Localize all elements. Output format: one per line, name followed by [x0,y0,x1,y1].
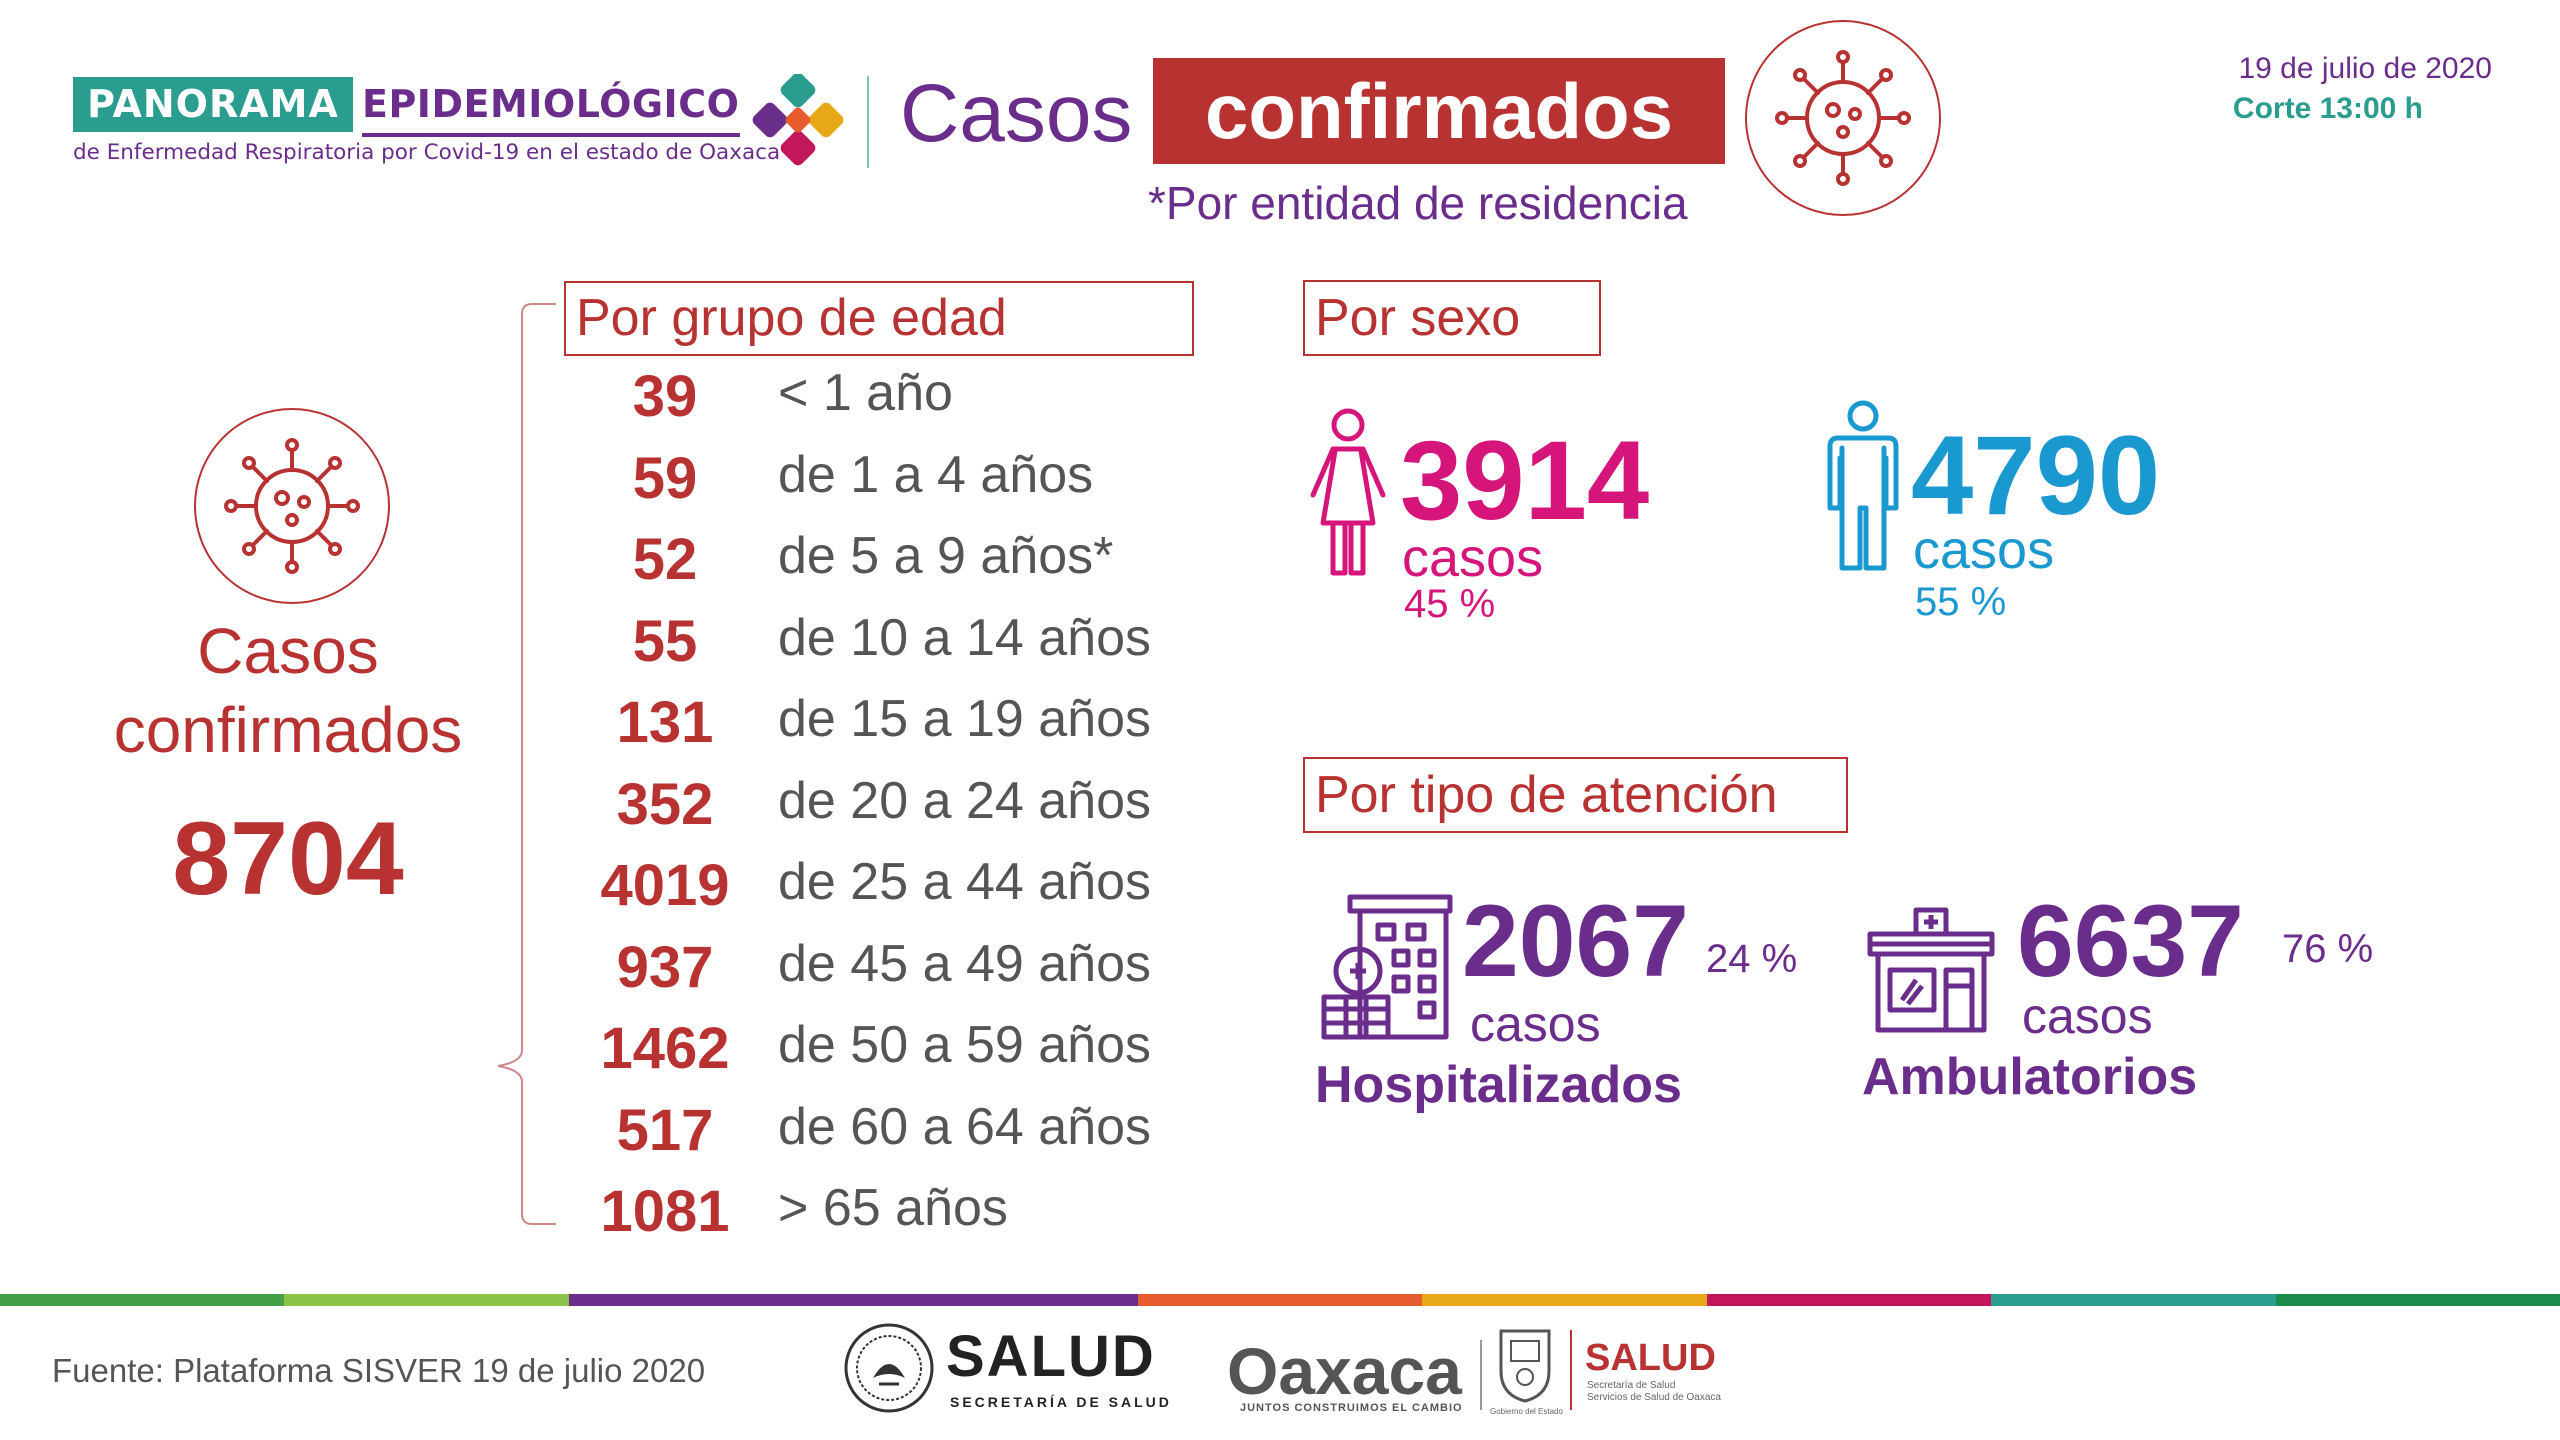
stripe-segment [1991,1294,2276,1306]
age-row: 937 de 45 a 49 años [590,933,1230,1003]
stripe-segment [853,1294,1138,1306]
age-row: 55 de 10 a 14 años [590,607,1230,677]
salud-federal-subtitle: SECRETARÍA DE SALUD [950,1394,1172,1410]
stripe-segment [1422,1294,1707,1306]
age-count: 59 [632,446,698,511]
age-row: 517 de 60 a 64 años [590,1096,1230,1166]
gobierno-subtitle: Gobierno del Estado [1490,1407,1563,1416]
age-count: 39 [632,364,698,429]
age-count: 1081 [600,1179,730,1244]
stripe-segment [0,1294,285,1306]
brand-subtitle: de Enfermedad Respiratoria por Covid-19 … [73,140,781,165]
oaxaca-shield-icon [1499,1329,1551,1403]
virus-icon [1745,20,1941,216]
age-row: 1081 > 65 años [590,1177,1230,1247]
hospitalized-unit: casos [1470,996,1601,1052]
brand-panorama: PANORAMA [73,77,353,132]
footer-divider [1570,1330,1572,1410]
male-person-icon [1827,400,1899,571]
stripe-segment [2275,1294,2560,1306]
color-stripe [0,1294,2560,1306]
mexico-seal-icon [844,1323,934,1413]
age-count: 52 [632,527,698,592]
salud-federal-logo: SALUD [946,1324,1156,1389]
age-count: 55 [632,609,698,674]
hospitalized-label: Hospitalizados [1315,1056,1682,1114]
title-casos: Casos [900,68,1133,159]
source-note: Fuente: Plataforma SISVER 19 de julio 20… [52,1352,706,1389]
age-range: de 45 a 49 años [778,935,1151,993]
age-row: 352 de 20 a 24 años [590,770,1230,840]
age-row: 52 de 5 a 9 años* [590,525,1230,595]
clinic-building-icon [1867,907,1995,1033]
brace-bracket [497,303,556,1225]
male-percent: 55 % [1915,580,2007,624]
age-range: < 1 año [778,364,953,422]
female-percent: 45 % [1404,582,1496,626]
age-range: de 10 a 14 años [778,609,1151,667]
age-row: 1462 de 50 a 59 años [590,1014,1230,1084]
title-confirmados: confirmados [1204,67,1674,155]
attention-section-header: Por tipo de atención [1303,757,1848,833]
age-count: 4019 [600,853,730,918]
female-cases-unit: casos [1402,528,1544,588]
oaxaca-logo: Oaxaca [1227,1334,1462,1408]
age-count: 517 [616,1098,714,1163]
brand-epidemiologico: EPIDEMIOLÓGICO [362,82,740,126]
sex-section-header: Por sexo [1303,280,1601,356]
stripe-segment [284,1294,569,1306]
salud-oaxaca-subtitle-line: Secretaría de Salud [1587,1380,1676,1391]
ambulatory-label: Ambulatorios [1862,1048,2198,1106]
age-range: de 5 a 9 años* [778,527,1114,585]
total-label: Casos confirmados [113,615,463,766]
hospitalized-value: 2067 [1462,884,1689,998]
stripe-segment [568,1294,854,1306]
title-note: *Por entidad de residencia [1148,177,1688,229]
age-range: > 65 años [778,1179,1008,1237]
female-person-icon [1310,408,1386,576]
age-count: 131 [616,690,714,755]
total-value: 8704 [172,801,404,917]
hospitalized-percent: 24 % [1706,937,1798,981]
brand-logo-icon [752,74,844,166]
ambulatory-value: 6637 [2017,884,2244,998]
hospital-building-icon [1321,894,1453,1040]
cutoff-time: Corte 13:00 h [2232,92,2423,125]
age-row: 131 de 15 a 19 años [590,688,1230,758]
age-range: de 20 a 24 años [778,772,1151,830]
female-cases-value: 3914 [1400,418,1650,543]
age-row: 59 de 1 a 4 años [590,444,1230,514]
oaxaca-slogan: JUNTOS CONSTRUIMOS EL CAMBIO [1240,1402,1463,1414]
footer-divider [1480,1340,1482,1410]
stripe-segment [1706,1294,1992,1306]
age-count: 352 [616,772,714,837]
age-range: de 60 a 64 años [778,1098,1151,1156]
salud-oaxaca-subtitle-line: Servicios de Salud de Oaxaca [1587,1392,1721,1403]
report-date: 19 de julio de 2020 [2238,52,2492,85]
male-cases-value: 4790 [1911,413,2161,538]
age-range: de 50 a 59 años [778,1016,1151,1074]
ambulatory-unit: casos [2022,988,2153,1044]
age-range: de 1 a 4 años [778,446,1094,504]
title-box [1153,58,1725,164]
age-count: 1462 [600,1016,730,1081]
age-range: de 15 a 19 años [778,690,1151,748]
age-range: de 25 a 44 años [778,853,1151,911]
salud-oaxaca-subtitle: Secretaría de Salud Servicios de Salud d… [1587,1380,1721,1404]
age-row: 4019 de 25 a 44 años [590,851,1230,921]
age-section-header: Por grupo de edad [564,281,1194,356]
age-row: 39 < 1 año [590,362,1230,432]
brand-underline [362,133,740,137]
virus-icon [194,408,390,604]
salud-oaxaca-logo: SALUD [1585,1337,1716,1379]
male-cases-unit: casos [1913,520,2055,580]
header-divider [867,76,869,168]
age-count: 937 [616,935,714,1000]
ambulatory-percent: 76 % [2282,927,2374,971]
stripe-segment [1137,1294,1423,1306]
